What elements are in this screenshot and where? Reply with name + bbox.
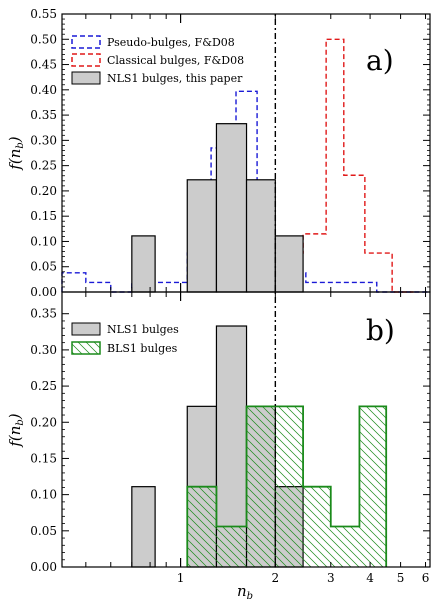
bar-a-2-4 (274, 235, 304, 293)
xtick-label-2: 3 (327, 571, 335, 585)
ytick-label-a-11: 0.55 (30, 7, 57, 21)
legend-label-nls1-a: NLS1 bulges, this paper (107, 72, 243, 85)
ytick-label-a-10: 0.50 (30, 32, 57, 46)
ytick-label-b-7: 0.35 (30, 307, 57, 321)
ytick-label-b-1: 0.05 (30, 524, 57, 538)
ytick-label-b-0: 0.00 (30, 560, 57, 574)
panel-b-frame (61, 291, 431, 568)
ytick-label-a-8: 0.40 (30, 83, 57, 97)
legend-swatch-nls1-a (71, 71, 101, 85)
ytick-label-a-2: 0.10 (30, 234, 57, 248)
panel-b-bars (131, 325, 388, 568)
ytick-label-a-3: 0.15 (30, 209, 57, 223)
panel-b: 0.00 0.05 0.10 0.15 0.20 0.25 0.30 0.35 1 2 3 4 5 6 f… (6, 291, 431, 602)
series-a-2 (131, 123, 304, 293)
legend-item-bls1: BLS1 bulges (71, 341, 178, 355)
legend-item-nls1-b: NLS1 bulges (71, 322, 179, 336)
panel-a-ylabel: f(nb) (6, 136, 26, 170)
ytick-label-a-9: 0.45 (30, 58, 57, 72)
xtick-label-0: 1 (177, 571, 185, 585)
step-b-1 (186, 405, 388, 567)
legend-swatch-classical (71, 53, 101, 67)
ytick-label-b-2: 0.10 (30, 488, 57, 502)
xtick-label-5: 6 (422, 571, 430, 585)
panel-b-ylabel: f(nb) (6, 413, 26, 447)
ytick-label-b-3: 0.15 (30, 451, 57, 465)
ytick-label-a-5: 0.25 (30, 159, 57, 173)
panel-a-bars (61, 38, 430, 293)
panel-b-xlabel: nb (237, 582, 253, 602)
panel-b-legend: NLS1 bulges BLS1 bulges (71, 322, 179, 355)
legend-swatch-bls1 (71, 341, 101, 355)
ytick-label-b-5: 0.25 (30, 379, 57, 393)
ytick-label-b-4: 0.20 (30, 415, 57, 429)
panel-a-legend: Pseudo-bulges, F&D08 Classical bulges, F… (71, 35, 244, 85)
ytick-label-a-6: 0.30 (30, 133, 57, 147)
panel-a-tag: a) (366, 44, 394, 77)
bar-a-2-0 (131, 235, 156, 293)
legend-label-nls1-b: NLS1 bulges (107, 323, 179, 336)
legend-swatch-pseudo (71, 35, 101, 49)
panel-b-tag: b) (366, 314, 395, 347)
ytick-label-a-4: 0.20 (30, 184, 57, 198)
legend-label-bls1: BLS1 bulges (107, 342, 178, 355)
ytick-label-a-1: 0.05 (30, 260, 57, 274)
panel-a: 0.00 0.05 0.10 0.15 0.20 0.25 0.30 0.35 0.40 0.45… (6, 7, 431, 299)
bar-a-2-3 (245, 179, 276, 293)
legend-swatch-nls1-b (71, 322, 101, 336)
series-b-1 (186, 405, 388, 567)
legend-item-nls1-a: NLS1 bulges, this paper (71, 71, 243, 85)
bar-a-2-1 (186, 179, 218, 293)
legend-item-pseudo: Pseudo-bulges, F&D08 (71, 35, 235, 49)
legend-item-classical: Classical bulges, F&D08 (71, 53, 244, 67)
bar-a-2-2 (215, 123, 248, 293)
xtick-label-3: 4 (366, 571, 374, 585)
legend-label-classical: Classical bulges, F&D08 (107, 54, 244, 67)
ytick-label-a-7: 0.35 (30, 108, 57, 122)
bar-b-0-0 (131, 486, 156, 568)
ytick-label-b-6: 0.30 (30, 343, 57, 357)
legend-label-pseudo: Pseudo-bulges, F&D08 (107, 36, 235, 49)
ytick-label-a-0: 0.00 (30, 285, 57, 299)
xtick-label-1: 2 (272, 571, 280, 585)
xtick-label-4: 5 (397, 571, 405, 585)
